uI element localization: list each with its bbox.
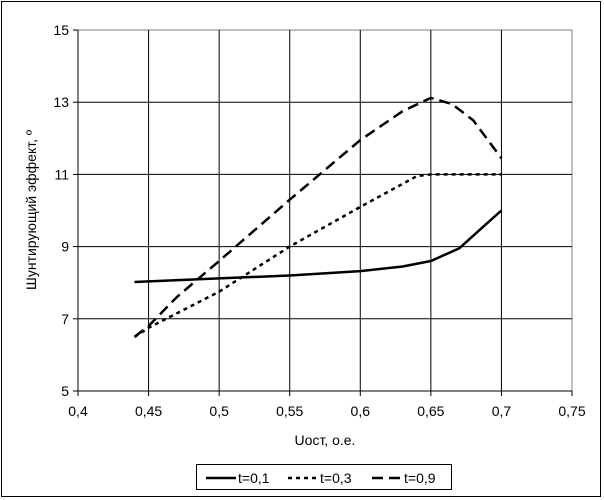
y-tick-label: 7 (61, 311, 69, 327)
y-tick-label: 5 (61, 383, 69, 399)
y-tick-labels: 5 7 9 11 13 15 (53, 22, 69, 399)
y-tick-label: 13 (53, 94, 69, 110)
x-tick-label: 0,4 (68, 403, 88, 419)
series-line (133, 173, 502, 338)
y-tick-label: 9 (61, 239, 69, 255)
legend-label: t=0,9 (404, 470, 436, 486)
x-tick-labels: 0,4 0,45 0,5 0,55 0,6 0,65 0,7 0,75 (68, 403, 586, 419)
x-tick-label: 0,75 (558, 403, 585, 419)
x-tick-label: 0,45 (135, 403, 162, 419)
legend: t=0,1 t=0,3 t=0,9 (196, 464, 452, 490)
legend-label: t=0,3 (320, 470, 352, 486)
x-tick-label: 0,7 (492, 403, 512, 419)
x-axis-label: Uост, о.е. (295, 432, 356, 448)
x-tick-label: 0,5 (209, 403, 229, 419)
plot-area (77, 29, 573, 392)
y-axis-label: Шунтирующий эффект, º (23, 130, 39, 290)
gridlines (73, 29, 573, 396)
y-tick-label: 15 (53, 22, 69, 38)
x-tick-label: 0,55 (276, 403, 303, 419)
x-tick-label: 0,6 (351, 403, 371, 419)
series-line (133, 96, 503, 338)
series-lines (133, 96, 503, 338)
legend-label: t=0,1 (238, 470, 270, 486)
y-tick-label: 11 (54, 166, 69, 182)
x-tick-label: 0,65 (417, 403, 444, 419)
